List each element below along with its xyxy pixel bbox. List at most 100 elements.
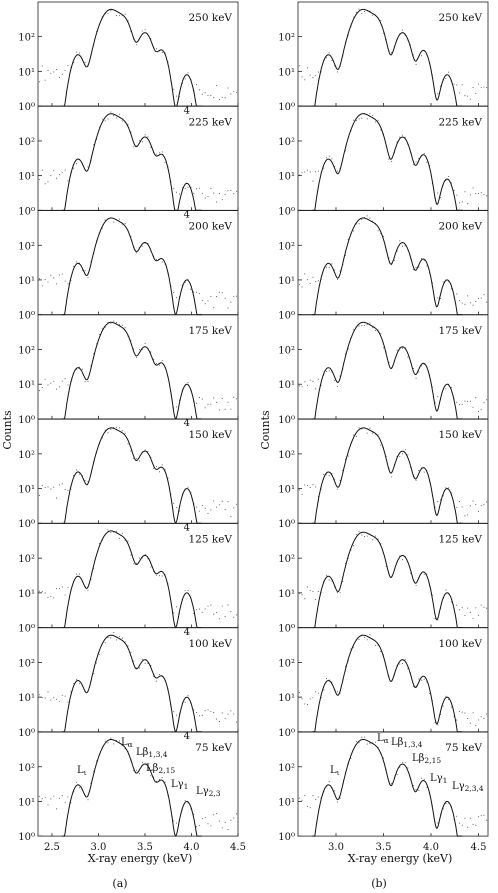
data-point bbox=[64, 378, 66, 380]
data-point bbox=[210, 94, 212, 97]
data-point bbox=[41, 387, 43, 389]
data-point bbox=[207, 300, 209, 302]
data-point bbox=[366, 432, 368, 434]
data-point bbox=[227, 713, 229, 715]
data-point bbox=[67, 384, 69, 386]
data-point bbox=[437, 395, 439, 397]
peak-label: Lι bbox=[330, 765, 340, 777]
data-point bbox=[233, 193, 235, 195]
data-point bbox=[369, 112, 371, 114]
data-point bbox=[325, 371, 328, 373]
y-tick-label: 10⁰ bbox=[278, 102, 295, 113]
data-point bbox=[201, 504, 203, 507]
data-point bbox=[173, 502, 175, 504]
data-point bbox=[467, 295, 469, 297]
data-point bbox=[116, 15, 118, 17]
data-point bbox=[173, 291, 175, 294]
data-point bbox=[44, 592, 46, 594]
data-point bbox=[475, 397, 477, 399]
data-point bbox=[141, 658, 143, 660]
data-point bbox=[161, 151, 163, 153]
fit-curve bbox=[62, 8, 202, 107]
data-point bbox=[216, 296, 218, 298]
data-point bbox=[445, 78, 447, 80]
data-point bbox=[377, 230, 379, 232]
data-point bbox=[445, 589, 447, 591]
fit-curve bbox=[312, 113, 463, 211]
data-point bbox=[312, 795, 314, 797]
data-point bbox=[184, 187, 186, 190]
data-point bbox=[477, 510, 480, 512]
data-point bbox=[391, 782, 393, 785]
data-point bbox=[461, 302, 463, 304]
y-tick-label: 10¹ bbox=[278, 67, 295, 78]
data-point bbox=[472, 712, 474, 714]
data-point bbox=[461, 403, 463, 405]
data-point bbox=[198, 187, 200, 189]
data-point bbox=[236, 503, 238, 505]
y-tick-label: 10⁰ bbox=[278, 311, 295, 322]
fit-curve bbox=[312, 739, 463, 837]
data-point bbox=[347, 455, 349, 457]
data-point bbox=[67, 180, 69, 182]
data-point bbox=[339, 797, 341, 799]
data-point bbox=[50, 274, 52, 276]
y-tick-label: 10⁰ bbox=[18, 624, 35, 635]
data-point bbox=[144, 343, 146, 345]
data-point bbox=[44, 183, 46, 185]
data-point bbox=[472, 500, 474, 502]
data-point bbox=[301, 286, 303, 288]
data-point bbox=[113, 221, 115, 223]
data-point bbox=[309, 487, 311, 489]
energy-label: 75 keV bbox=[445, 742, 482, 754]
data-point bbox=[469, 611, 471, 613]
data-point bbox=[361, 325, 363, 327]
data-point bbox=[374, 644, 376, 646]
data-point bbox=[61, 483, 63, 485]
data-point bbox=[61, 795, 63, 797]
data-point bbox=[201, 817, 203, 820]
data-point bbox=[315, 388, 317, 390]
marker-label: 4 bbox=[184, 627, 190, 638]
data-point bbox=[184, 800, 186, 802]
data-point bbox=[391, 51, 393, 54]
data-point bbox=[317, 796, 319, 798]
y-tick-label: 10¹ bbox=[278, 276, 295, 287]
data-point bbox=[187, 695, 189, 697]
data-point bbox=[210, 604, 212, 606]
data-point bbox=[412, 268, 414, 271]
data-point bbox=[312, 590, 314, 592]
data-point bbox=[298, 691, 300, 694]
fit-curve bbox=[62, 321, 202, 420]
data-point bbox=[236, 398, 238, 400]
data-point bbox=[458, 404, 461, 406]
data-point bbox=[184, 701, 186, 703]
data-point bbox=[298, 593, 300, 595]
data-point bbox=[196, 188, 198, 190]
y-tick-label: 10¹ bbox=[278, 797, 295, 808]
panel-label-b: (b) bbox=[371, 877, 387, 890]
data-point bbox=[236, 721, 238, 723]
data-point bbox=[136, 458, 138, 460]
data-point bbox=[464, 515, 466, 517]
data-point bbox=[47, 69, 49, 72]
data-point bbox=[173, 820, 175, 822]
data-point bbox=[358, 8, 360, 10]
data-point bbox=[141, 245, 143, 247]
data-point bbox=[477, 83, 480, 85]
data-point bbox=[336, 488, 338, 490]
data-point bbox=[312, 180, 314, 182]
data-point bbox=[304, 703, 306, 705]
y-tick-label: 10² bbox=[18, 33, 35, 44]
data-point bbox=[328, 370, 330, 372]
data-point bbox=[41, 591, 43, 593]
data-point bbox=[156, 48, 158, 50]
data-point bbox=[41, 65, 43, 67]
data-point bbox=[116, 639, 118, 641]
data-point bbox=[224, 821, 226, 823]
y-tick-label: 10² bbox=[278, 241, 295, 252]
energy-label: 75 keV bbox=[195, 742, 232, 754]
data-point bbox=[347, 238, 349, 240]
data-point bbox=[50, 72, 52, 74]
data-point bbox=[136, 252, 138, 254]
